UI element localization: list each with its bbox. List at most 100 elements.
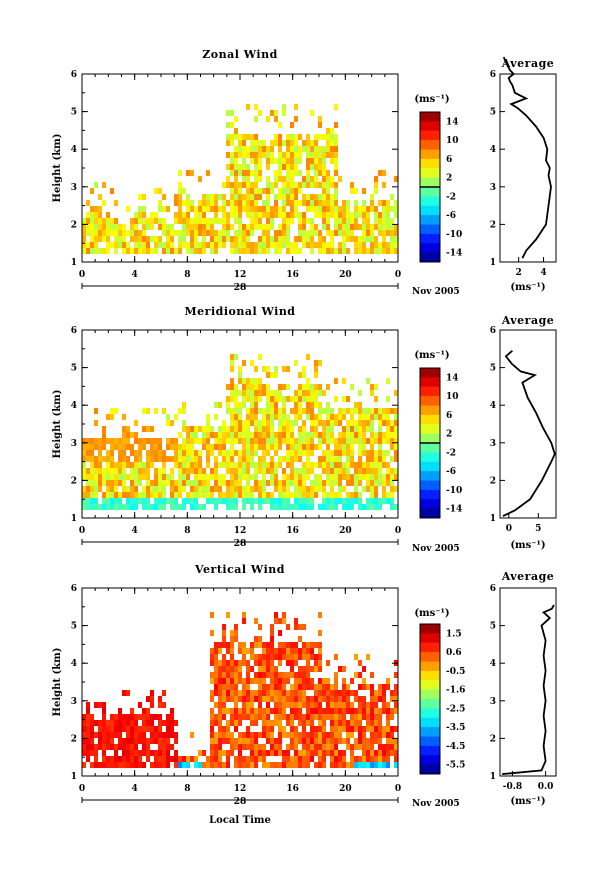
heatmap-cell [206, 426, 210, 432]
heatmap-cell [98, 744, 102, 750]
x-tick-label: 16 [286, 270, 299, 280]
heatmap-cell [306, 654, 310, 660]
heatmap-cell [94, 182, 98, 188]
heatmap-cell [102, 218, 106, 224]
heatmap-cell [146, 480, 150, 486]
heatmap-cell [178, 756, 182, 762]
heatmap-cell [310, 438, 314, 444]
heatmap-cell [230, 648, 234, 654]
heatmap-cell [354, 432, 358, 438]
heatmap-cell [322, 744, 326, 750]
heatmap-cell [282, 176, 286, 182]
heatmap-cell [206, 492, 210, 498]
heatmap-cell [274, 654, 278, 660]
heatmap-cell [386, 738, 390, 744]
heatmap-cell [278, 194, 282, 200]
heatmap-cell [322, 146, 326, 152]
heatmap-cell [314, 194, 318, 200]
heatmap-cell [246, 684, 250, 690]
heatmap-cell [386, 750, 390, 756]
heatmap-cell [170, 242, 174, 248]
heatmap-cell [226, 720, 230, 726]
heatmap-cell [286, 182, 290, 188]
heatmap-cell [294, 420, 298, 426]
heatmap-cell [230, 486, 234, 492]
heatmap-cell [302, 732, 306, 738]
heatmap-cell [278, 726, 282, 732]
heatmap-cell [218, 206, 222, 212]
heatmap-cell [302, 684, 306, 690]
heatmap-cell [322, 726, 326, 732]
heatmap-cell [218, 194, 222, 200]
heatmap-cell [254, 158, 258, 164]
colorbar-band [420, 158, 440, 169]
heatmap-cell [338, 480, 342, 486]
heatmap-cell [322, 480, 326, 486]
profile-y-tick-label: 1 [490, 772, 496, 782]
heatmap-cell [94, 750, 98, 756]
heatmap-cell [246, 236, 250, 242]
heatmap-cell [310, 480, 314, 486]
heatmap-cell [234, 762, 238, 768]
heatmap-cell [378, 230, 382, 236]
y-tick-label: 2 [71, 734, 77, 744]
heatmap-cell [286, 230, 290, 236]
heatmap-cell [294, 762, 298, 768]
heatmap-cell [86, 230, 90, 236]
heatmap-cell [330, 414, 334, 420]
heatmap-cell [86, 242, 90, 248]
heatmap-cell [238, 170, 242, 176]
heatmap-cell [350, 714, 354, 720]
heatmap-cell [126, 492, 130, 498]
heatmap-cell [358, 720, 362, 726]
heatmap-cell [134, 456, 138, 462]
heatmap-cell [222, 708, 226, 714]
heatmap-cell [278, 230, 282, 236]
colorbar-band [420, 443, 440, 453]
heatmap-cell [354, 200, 358, 206]
heatmap-cell [246, 486, 250, 492]
heatmap-cell [362, 744, 366, 750]
heatmap-cell [114, 750, 118, 756]
heatmap-cell [338, 750, 342, 756]
heatmap-cell [238, 672, 242, 678]
heatmap-cell [306, 642, 310, 648]
heatmap-cell [394, 432, 398, 438]
heatmap-cell [302, 726, 306, 732]
heatmap-cell [386, 408, 390, 414]
heatmap-cell [350, 414, 354, 420]
heatmap-cell [134, 486, 138, 492]
heatmap-cell [270, 444, 274, 450]
heatmap-cell [306, 134, 310, 140]
heatmap-cell [174, 486, 178, 492]
heatmap-cell [198, 456, 202, 462]
heatmap-cell [290, 474, 294, 480]
heatmap-cell [210, 432, 214, 438]
heatmap-cell [222, 636, 226, 642]
heatmap-cell [278, 176, 282, 182]
heatmap-cell [174, 450, 178, 456]
heatmap-cell [218, 696, 222, 702]
heatmap-cell [314, 726, 318, 732]
heatmap-cell [206, 438, 210, 444]
heatmap-cell [266, 188, 270, 194]
heatmap-cell [162, 468, 166, 474]
heatmap-cell [298, 714, 302, 720]
heatmap-cell [370, 696, 374, 702]
heatmap-cell [250, 402, 254, 408]
heatmap-cell [254, 182, 258, 188]
heatmap-cell [334, 738, 338, 744]
heatmap-cell [214, 200, 218, 206]
heatmap-cell [362, 666, 366, 672]
heatmap-cell [298, 672, 302, 678]
heatmap-cell [278, 618, 282, 624]
heatmap-cell [258, 206, 262, 212]
heatmap-cell [282, 726, 286, 732]
heatmap-cell [306, 450, 310, 456]
heatmap-cell [338, 492, 342, 498]
heatmap-cell [142, 474, 146, 480]
heatmap-cell [154, 218, 158, 224]
heatmap-cell [146, 218, 150, 224]
heatmap-cell [246, 378, 250, 384]
heatmap-cell [250, 762, 254, 768]
